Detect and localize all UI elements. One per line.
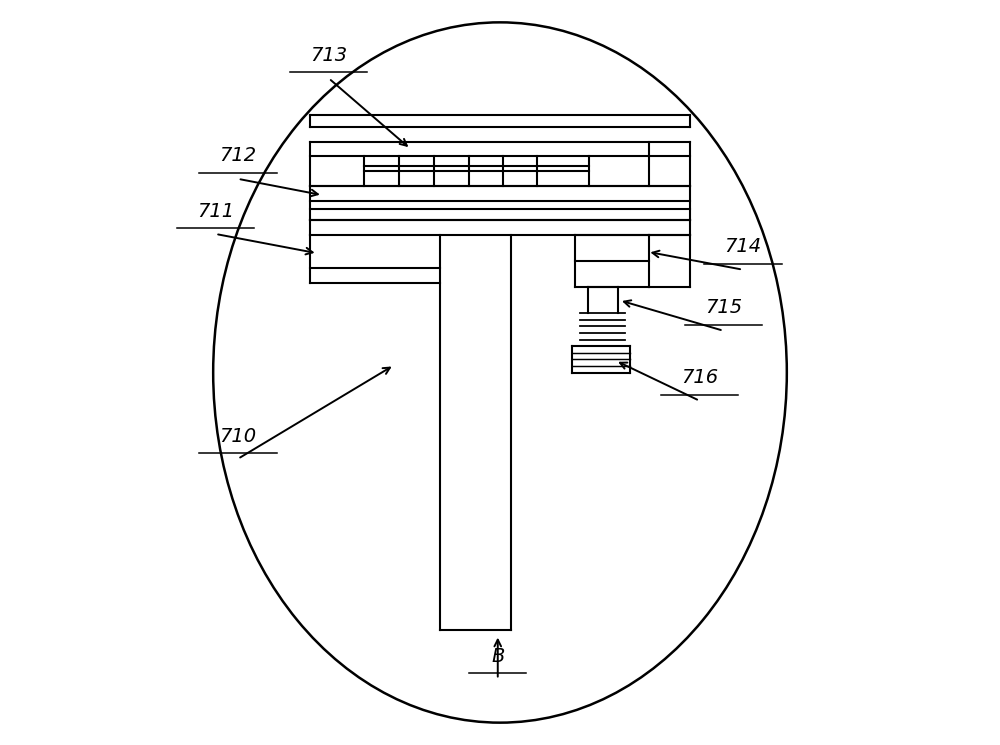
Text: 710: 710: [219, 426, 256, 446]
Text: 715: 715: [705, 298, 742, 317]
Text: 713: 713: [310, 45, 347, 65]
Text: 711: 711: [197, 201, 234, 221]
Text: B: B: [491, 647, 504, 666]
Text: 716: 716: [681, 368, 718, 387]
Text: 714: 714: [724, 237, 761, 256]
Text: 712: 712: [219, 146, 256, 165]
